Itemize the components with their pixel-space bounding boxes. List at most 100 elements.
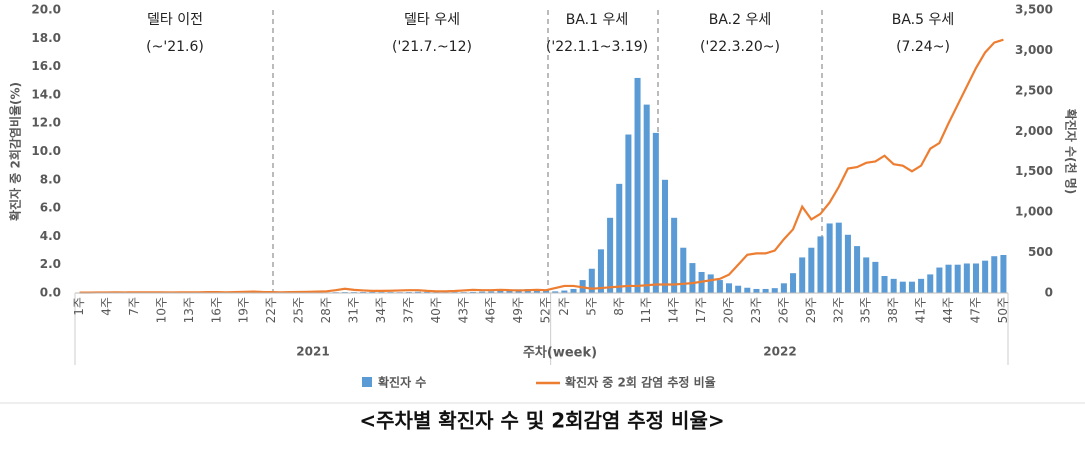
x-tick-label: 11주 <box>639 297 653 323</box>
x-tick-label: 34주 <box>374 297 388 323</box>
bar <box>653 133 659 293</box>
annotation: 델타 우세 <box>404 12 460 28</box>
bar <box>836 223 842 293</box>
x-tick-label: 8주 <box>612 297 626 316</box>
bar <box>808 248 814 293</box>
y-axis-label: 확진자 중 2회감염비율(%) <box>8 82 23 221</box>
bar <box>689 263 695 293</box>
x-tick-label: 7주 <box>127 297 141 316</box>
bar <box>607 218 613 293</box>
bar <box>946 265 952 293</box>
x-tick-label: 38주 <box>886 297 900 323</box>
bar <box>708 274 714 293</box>
bar <box>680 248 686 293</box>
x-tick-label: 5주 <box>584 297 598 316</box>
bar <box>955 265 961 293</box>
x-tick-label: 10주 <box>154 297 168 323</box>
bar <box>918 279 924 293</box>
bar <box>598 249 604 293</box>
y-tick-label: 2.0 <box>40 257 61 271</box>
bar <box>827 223 833 293</box>
annotation-sub: ('22.1.1~3.19) <box>546 39 648 55</box>
annotation-sub: ('21.7.~12) <box>392 39 472 55</box>
y-tick-label: 10.0 <box>31 144 61 158</box>
legend-label: 확진자 중 2회 감염 추정 비율 <box>565 375 716 390</box>
bar <box>763 289 769 293</box>
x-tick-label: 44주 <box>941 297 955 323</box>
bar <box>872 262 878 293</box>
bar <box>964 263 970 293</box>
x-tick-label: 13주 <box>182 297 196 323</box>
x-tick-label: 40주 <box>429 297 443 323</box>
legend-label: 확진자 수 <box>378 375 426 390</box>
x-tick-label: 49주 <box>511 297 525 323</box>
y-tick-label: 8.0 <box>40 172 61 186</box>
annotation: 델타 이전 <box>147 12 203 28</box>
bar <box>753 289 759 293</box>
bar <box>900 282 906 293</box>
x-tick-label: 52주 <box>539 297 553 323</box>
bar <box>845 235 851 293</box>
y2-axis-label: 확진자 수(천 명) <box>1064 109 1079 195</box>
y-tick-label: 20.0 <box>31 3 61 17</box>
bar <box>717 280 723 293</box>
x-tick-label: 4주 <box>100 297 114 316</box>
bar <box>625 135 631 293</box>
annotation-sub: (~'21.6) <box>146 39 204 55</box>
bar <box>1000 255 1006 293</box>
group-label: 2021 <box>296 345 329 359</box>
bar <box>973 263 979 293</box>
annotation: BA.2 우세 <box>709 12 772 28</box>
x-tick-label: 16주 <box>209 297 223 323</box>
x-tick-label: 2주 <box>557 297 571 316</box>
y-tick-label: 16.0 <box>31 59 61 73</box>
annotation: BA.5 우세 <box>892 12 955 28</box>
y2-tick-label: 3,000 <box>1015 43 1053 57</box>
bar <box>982 261 988 293</box>
annotation: BA.1 우세 <box>566 12 629 28</box>
annotation-sub: ('22.3.20~) <box>700 39 780 55</box>
x-tick-label: 31주 <box>346 297 360 323</box>
bar <box>744 288 750 293</box>
bar <box>726 283 732 293</box>
bar <box>881 276 887 293</box>
y2-tick-label: 0 <box>1045 286 1053 300</box>
bar <box>909 282 915 293</box>
bar <box>735 286 741 293</box>
bar <box>891 279 897 293</box>
legend-swatch <box>362 377 372 387</box>
y-tick-label: 18.0 <box>31 31 61 45</box>
x-tick-label: 50주 <box>996 297 1010 323</box>
y-tick-label: 12.0 <box>31 116 61 130</box>
x-tick-label: 47주 <box>968 297 982 323</box>
bar <box>927 274 933 293</box>
bar <box>662 180 668 293</box>
caption: <주차별 확진자 수 및 2회감염 추정 비율> <box>359 409 724 433</box>
x-tick-label: 22주 <box>264 297 278 323</box>
x-tick-label: 46주 <box>484 297 498 323</box>
x-tick-label: 32주 <box>831 297 845 323</box>
x-tick-label: 1주 <box>72 297 86 316</box>
x-tick-label: 41주 <box>914 297 928 323</box>
y-tick-label: 0.0 <box>40 286 61 300</box>
y2-tick-label: 500 <box>1028 245 1053 259</box>
x-axis-label: 주차(week) <box>523 345 597 361</box>
line <box>80 40 1004 293</box>
bar <box>570 289 576 293</box>
bar <box>854 246 860 293</box>
bar <box>616 184 622 293</box>
x-tick-label: 26주 <box>776 297 790 323</box>
x-tick-label: 19주 <box>237 297 251 323</box>
bar <box>671 218 677 293</box>
y-tick-label: 6.0 <box>40 201 61 215</box>
bar <box>635 78 641 293</box>
bar <box>799 257 805 293</box>
bar <box>991 256 997 293</box>
x-tick-label: 35주 <box>859 297 873 323</box>
x-tick-label: 17주 <box>694 297 708 323</box>
y2-tick-label: 3,500 <box>1015 3 1053 17</box>
annotation-sub: (7.24~) <box>896 39 950 55</box>
x-tick-label: 43주 <box>456 297 470 323</box>
x-tick-label: 37주 <box>401 297 415 323</box>
